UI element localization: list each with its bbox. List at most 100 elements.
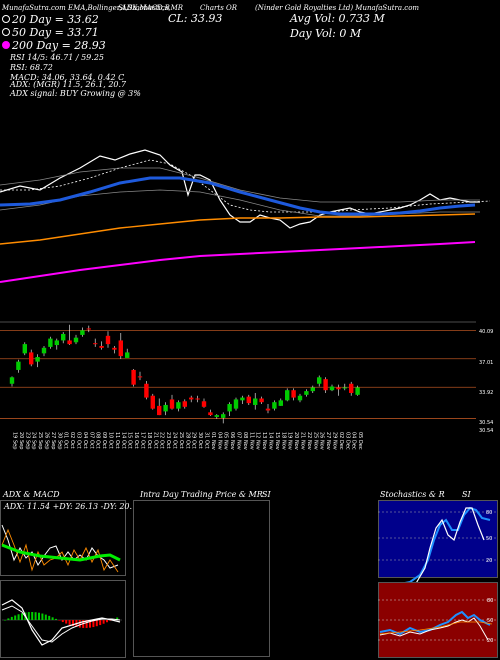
date-tick-label: 07 Oct (88, 432, 94, 449)
candle-body (9, 377, 15, 384)
candle-body (176, 402, 181, 409)
adx-signal: ADX signal: BUY Growing @ 3% (10, 89, 141, 98)
date-tick-label: 22 Nov (306, 432, 312, 450)
header-line-4: (Ninder Gold Royalties Ltd) MunafaSutra.… (255, 4, 420, 12)
date-tick-label: 14 Nov (268, 432, 274, 450)
dotted-line (0, 159, 491, 213)
candle-body (259, 398, 264, 403)
candle-body (233, 399, 239, 409)
legend-swatch (2, 15, 10, 23)
price-tick-label: 30.54 (479, 428, 493, 434)
date-tick-label: 25 Nov (312, 432, 318, 450)
stoch-panel-title: Stochastics & R (380, 490, 445, 499)
candle-body (221, 414, 226, 418)
date-tick-label: 25 Oct (178, 432, 184, 449)
candle-body (157, 405, 162, 416)
date-tick-label: 05 Nov (223, 432, 229, 450)
date-tick-label: 03 Oct (76, 432, 82, 449)
date-tick-label: 24 Oct (172, 432, 178, 449)
ema-20-line (0, 176, 476, 216)
date-tick-label: 04 Oct (82, 432, 88, 449)
date-tick-label: 08 Nov (242, 432, 248, 450)
price-tick-label: 30.54 (479, 420, 493, 426)
candle-body (131, 369, 136, 385)
date-tick-label: 29 Oct (191, 432, 197, 449)
date-tick-label: 19 Sep (12, 432, 18, 449)
adx-line: ADX: (MGR) 11.5, 26.1, 20.7 (10, 80, 127, 89)
candle-body (189, 397, 194, 400)
legend-text: 50 Day = 33.71 (12, 26, 99, 39)
date-tick-label: 20 Sep (18, 432, 24, 449)
candle-body (355, 387, 360, 395)
candle-body (48, 338, 53, 347)
date-tick-label: 30 Oct (197, 432, 203, 449)
candle-body (67, 340, 72, 345)
si-panel-title: SI (262, 490, 271, 499)
candle-body (201, 401, 207, 407)
si2-panel-title: SI (462, 490, 471, 499)
date-tick-label: 24 Sep (31, 432, 37, 449)
candle-body (272, 402, 277, 409)
date-tick-label: 18 Nov (280, 432, 286, 450)
candle-body (22, 344, 27, 354)
legend-macd: MACD: 34.06, 33.64, 0.42 C (10, 73, 125, 82)
date-tick-label: 10 Oct (108, 432, 114, 449)
price-tick-label: 40.09 (479, 329, 493, 335)
legend-text: 20 Day = 33.62 (12, 13, 99, 26)
candle-body (349, 383, 354, 393)
candle-body (93, 343, 98, 345)
legend-item-20-day: 20 Day = 33.62 (2, 13, 162, 26)
date-tick-label: 03 Dec (344, 432, 350, 450)
date-tick-label: 26 Nov (319, 432, 325, 450)
date-tick-label: 02 Dec (338, 432, 344, 450)
date-tick-label: 23 Sep (24, 432, 30, 449)
date-tick-label: 16 Oct (133, 432, 139, 449)
legend-item-200-day: 200 Day = 28.93 (2, 39, 162, 52)
candle-body (105, 335, 111, 345)
legend-text: 200 Day = 28.93 (12, 39, 106, 52)
legend-rsi: RSI: 68.72 (10, 63, 53, 72)
candle-body (125, 352, 130, 358)
candle-body (240, 397, 245, 401)
date-tick-label: 07 Nov (236, 432, 242, 450)
date-tick-label: 09 Oct (101, 432, 107, 449)
date-tick-label: 13 Nov (261, 432, 267, 450)
candle-body (41, 347, 47, 354)
avg-volume-label: Avg Vol: 0.733 M (290, 12, 385, 25)
close-price-label: CL: 33.93 (168, 12, 223, 25)
candle-body (163, 404, 168, 412)
date-tick-label: 28 Oct (184, 432, 190, 449)
price-tick-label: 33.92 (479, 390, 493, 396)
legend-rsi-14-5: RSI 14/5: 46.71 / 59.25 (10, 53, 104, 62)
candle-body (86, 328, 91, 330)
candle-body (150, 395, 155, 409)
date-tick-label: 18 Oct (146, 432, 152, 449)
date-tick-label: 08 Oct (95, 432, 101, 449)
candle-body (99, 345, 104, 348)
ema-50-line (0, 213, 476, 245)
date-tick-label: 14 Oct (120, 432, 126, 449)
candle-body (169, 399, 175, 409)
date-tick-label: 05 Dec (357, 432, 363, 450)
macd-panel (0, 580, 126, 658)
date-tick-label: 31 Oct (204, 432, 210, 449)
legend-swatch (2, 28, 10, 36)
candle-body (253, 398, 258, 405)
candle-body (137, 376, 143, 378)
date-tick-label: 26 Sep (44, 432, 50, 449)
candle-body (80, 330, 85, 335)
candle-body (182, 401, 187, 407)
date-tick-label: 12 Nov (255, 432, 261, 450)
date-tick-label: 22 Oct (159, 432, 165, 449)
intra-panel-title: Intra Day Trading Price & MR (140, 490, 263, 499)
date-tick-label: 19 Nov (287, 432, 293, 450)
candle-body (285, 390, 290, 401)
day-volume-label: Day Vol: 0 M (290, 27, 362, 40)
date-tick-label: 01 Oct (63, 432, 69, 449)
header-line-3: Charts OR (200, 4, 238, 12)
intra-day-panel (133, 500, 270, 657)
candle-body (214, 415, 219, 417)
stochastics-panel (378, 500, 498, 578)
adx-panel (0, 500, 126, 576)
